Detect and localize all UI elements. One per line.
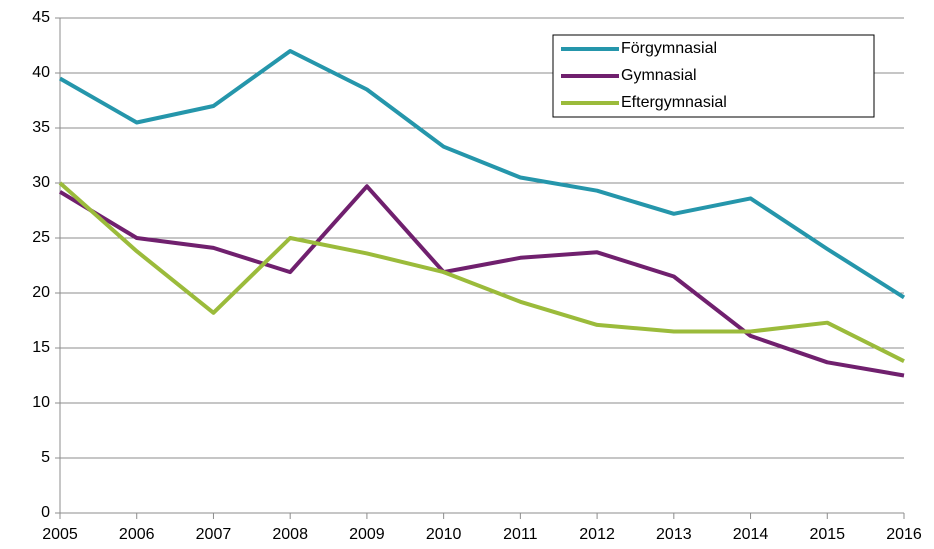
y-tick-label: 10 xyxy=(32,394,50,411)
y-tick-label: 15 xyxy=(32,339,50,356)
y-tick-label: 20 xyxy=(32,284,50,301)
legend-label: Eftergymnasial xyxy=(621,94,727,111)
y-tick-label: 40 xyxy=(32,64,50,81)
y-tick-label: 30 xyxy=(32,174,50,191)
x-tick-label: 2013 xyxy=(656,526,692,543)
x-tick-label: 2007 xyxy=(196,526,232,543)
x-tick-label: 2016 xyxy=(886,526,922,543)
x-tick-label: 2005 xyxy=(42,526,78,543)
x-tick-label: 2014 xyxy=(733,526,769,543)
y-tick-label: 35 xyxy=(32,119,50,136)
x-tick-label: 2010 xyxy=(426,526,462,543)
legend-label: Förgymnasial xyxy=(621,40,717,57)
y-tick-label: 25 xyxy=(32,229,50,246)
y-tick-label: 0 xyxy=(41,504,50,521)
x-tick-label: 2012 xyxy=(579,526,615,543)
x-tick-label: 2011 xyxy=(503,526,538,543)
series-line xyxy=(58,184,905,378)
series-line xyxy=(59,49,906,300)
y-tick-label: 45 xyxy=(32,9,50,26)
legend-label: Gymnasial xyxy=(621,67,697,84)
x-tick-label: 2008 xyxy=(272,526,308,543)
x-tick-label: 2009 xyxy=(349,526,385,543)
series-line xyxy=(58,181,905,363)
y-tick-label: 5 xyxy=(41,449,50,466)
x-tick-label: 2006 xyxy=(119,526,155,543)
x-tick-label: 2015 xyxy=(809,526,845,543)
